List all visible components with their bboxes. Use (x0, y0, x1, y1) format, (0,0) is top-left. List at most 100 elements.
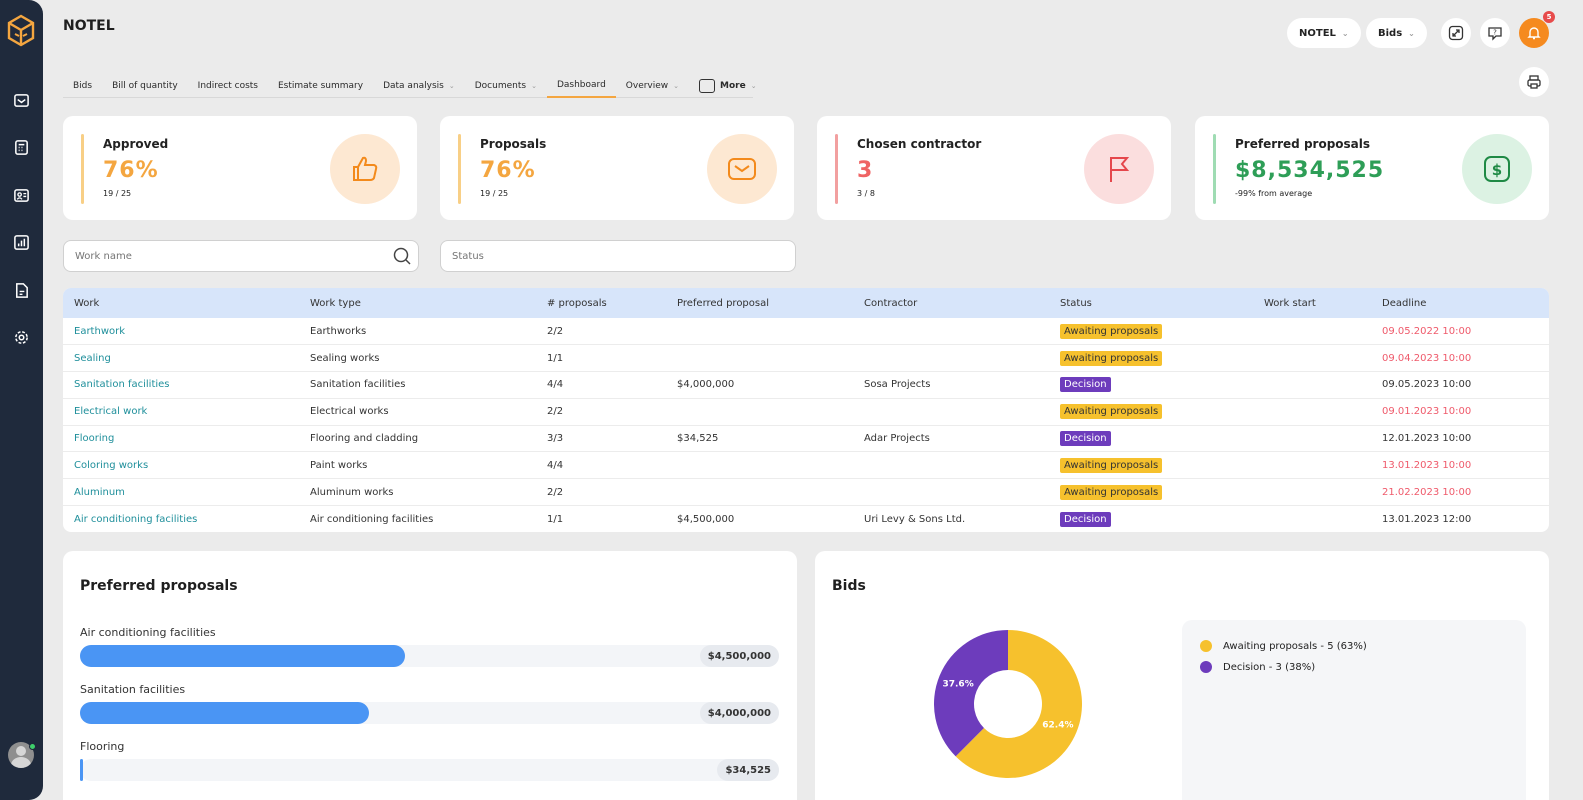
column-header[interactable]: Work (74, 297, 100, 309)
svg-text:?: ? (1493, 29, 1497, 37)
work-link[interactable]: Sealing (63, 344, 299, 373)
work-type-cell: Sealing works (299, 344, 536, 373)
tab-dashboard[interactable]: Dashboard (546, 74, 616, 98)
tab-estimate-summary[interactable]: Estimate summary (268, 74, 373, 98)
search-icon[interactable] (392, 246, 412, 266)
chevron-down-icon: ⌄ (673, 81, 680, 90)
bids-panel: Bids 62.4% 37.6% Awaiting proposals - 5 (… (815, 551, 1549, 800)
chevron-down-icon: ⌄ (750, 81, 757, 90)
column-header[interactable]: Preferred proposal (677, 297, 770, 309)
envelope-icon (707, 134, 777, 204)
donut-percent-label: 37.6% (942, 679, 973, 689)
contractor-cell (853, 318, 1049, 346)
tab-overview[interactable]: Overview ⌄ (616, 74, 689, 98)
proposal-amount: $34,525 (717, 759, 779, 781)
tab-label: Overview (625, 80, 669, 91)
work-start-cell (1253, 371, 1371, 399)
proposals-count-cell: 2/2 (536, 318, 666, 346)
table-row[interactable]: Aluminum Aluminum works 2/2 Awaiting propos… (63, 478, 1549, 507)
status-cell: Decision (1049, 506, 1253, 532)
contacts-icon[interactable] (13, 187, 30, 204)
card-label: Preferred proposals (1235, 137, 1371, 151)
proposals-count-cell: 2/2 (536, 478, 666, 507)
work-link[interactable]: Flooring (63, 425, 299, 453)
stat-card-approved: Approved 76% 19 / 25 (63, 116, 417, 220)
preferred-proposal-cell: $4,500,000 (677, 513, 735, 525)
card-value: $8,534,525 (1235, 158, 1385, 183)
tab-more[interactable]: More ⌄ (689, 74, 767, 98)
work-name-search-input[interactable] (63, 240, 419, 272)
contractor-cell: Uri Levy & Sons Ltd. (864, 513, 966, 525)
legend-item-decision[interactable]: Decision - 3 (38%) (1200, 661, 1315, 673)
table-row[interactable]: Air conditioning facilities Air condition… (63, 506, 1549, 532)
reports-icon[interactable] (13, 234, 30, 251)
inbox-icon[interactable] (13, 92, 30, 109)
proposal-bar-label: Flooring (80, 740, 125, 753)
column-header[interactable]: Deadline (1382, 297, 1427, 309)
documents-icon[interactable] (13, 282, 30, 299)
proposal-bar-fill (80, 702, 369, 724)
work-type-cell: Sanitation facilities (299, 371, 536, 399)
work-link[interactable]: Electrical work (63, 398, 299, 426)
deadline-cell: 13.01.2023 10:00 (1371, 451, 1549, 480)
legend-dot (1200, 640, 1212, 652)
tab-label: Indirect costs (197, 80, 258, 91)
table-row[interactable]: Earthwork Earthworks 2/2 Awaiting proposals… (63, 318, 1549, 346)
flag-icon (1084, 134, 1154, 204)
legend-item-awaiting[interactable]: Awaiting proposals - 5 (63%) (1200, 640, 1367, 652)
calculator-icon[interactable] (13, 139, 30, 156)
status-cell: Awaiting proposals (1049, 478, 1253, 507)
column-header[interactable]: # proposals (547, 297, 607, 309)
preferred-proposal-cell (666, 318, 853, 346)
contractor-cell: Sosa Projects (853, 371, 1049, 399)
status-cell: Awaiting proposals (1049, 398, 1253, 426)
chevron-down-icon: ⌄ (531, 81, 537, 90)
deadline-cell: 09.04.2023 10:00 (1371, 344, 1549, 373)
tab-data-analysis[interactable]: Data analysis ⌄ (373, 74, 465, 98)
proposals-count-cell: 4/4 (536, 451, 666, 480)
view-select[interactable]: Bids ⌄ (1366, 18, 1427, 48)
work-link[interactable]: Air conditioning facilities (74, 513, 198, 525)
tab-documents[interactable]: Documents ⌄ (465, 74, 547, 98)
work-link[interactable]: Earthwork (63, 318, 299, 346)
column-header[interactable]: Work start (1264, 297, 1316, 309)
expand-button[interactable] (1441, 18, 1471, 48)
online-status-dot (29, 743, 36, 750)
column-header[interactable]: Work type (310, 297, 361, 309)
table-row[interactable]: Sanitation facilities Sanitation faciliti… (63, 371, 1549, 399)
bell-icon (1527, 27, 1541, 40)
tab-bar: Bids Bill of quantity Indirect costs Est… (63, 74, 757, 98)
page-title: NOTEL (63, 18, 115, 34)
donut-slice-decision[interactable] (934, 630, 1008, 757)
status-filter-input[interactable] (440, 240, 796, 272)
project-select-value: NOTEL (1299, 27, 1336, 39)
contractor-cell (853, 451, 1049, 480)
notifications-button[interactable] (1519, 18, 1549, 48)
column-header[interactable]: Status (1060, 297, 1092, 309)
tab-indirect-costs[interactable]: Indirect costs (188, 74, 268, 98)
work-link[interactable]: Sanitation facilities (63, 371, 299, 399)
card-sub: 19 / 25 (103, 189, 132, 198)
work-link[interactable]: Coloring works (63, 451, 299, 480)
table-row[interactable]: Electrical work Electrical works 2/2 Awaiti… (63, 398, 1549, 426)
works-table: Work Work type # proposals Preferred pro… (63, 288, 1549, 532)
preferred-proposals-panel: Preferred proposals Air conditioning fac… (63, 551, 797, 800)
tab-label: More (720, 80, 746, 91)
tab-bids[interactable]: Bids (63, 74, 102, 98)
project-select[interactable]: NOTEL ⌄ (1287, 18, 1361, 48)
table-row[interactable]: Flooring Flooring and cladding 3/3 $34,525 A… (63, 425, 1549, 453)
work-link[interactable]: Aluminum (63, 478, 299, 507)
stat-card-proposals: Proposals 76% 19 / 25 (440, 116, 794, 220)
help-button[interactable]: ? (1480, 18, 1510, 48)
column-header[interactable]: Contractor (864, 297, 918, 309)
tab-label: Documents (474, 80, 527, 91)
donut-slice-awaiting-proposals[interactable] (955, 630, 1082, 778)
app-logo-icon[interactable] (7, 14, 35, 48)
table-row[interactable]: Sealing Sealing works 1/1 Awaiting proposal… (63, 344, 1549, 373)
tab-bill-of-quantity[interactable]: Bill of quantity (102, 74, 188, 98)
settings-gear-icon[interactable] (13, 329, 30, 346)
print-button[interactable] (1519, 67, 1549, 97)
proposals-count-cell: 3/3 (536, 425, 666, 453)
table-row[interactable]: Coloring works Paint works 4/4 Awaiting pro… (63, 451, 1549, 480)
preferred-proposal-cell (666, 478, 853, 507)
